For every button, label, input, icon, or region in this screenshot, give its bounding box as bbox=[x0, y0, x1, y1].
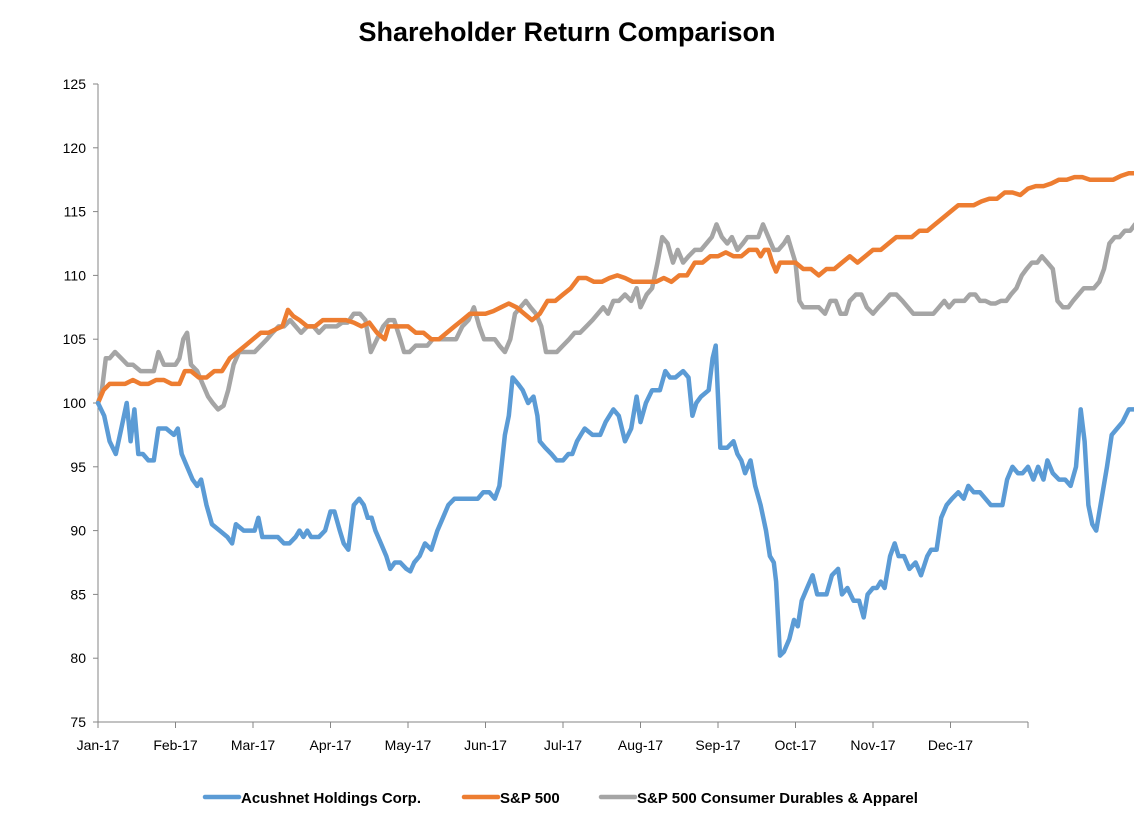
legend-label: S&P 500 Consumer Durables & Apparel bbox=[637, 790, 918, 807]
x-tick-label: May-17 bbox=[385, 737, 432, 753]
y-tick-label: 85 bbox=[70, 586, 86, 602]
plot-area bbox=[95, 171, 1134, 658]
series-line-s-p-500 bbox=[95, 171, 1134, 406]
chart-title: Shareholder Return Comparison bbox=[358, 17, 775, 47]
y-tick-label: 75 bbox=[70, 714, 86, 730]
x-tick-label: Aug-17 bbox=[618, 737, 663, 753]
series-line-acushnet-holdings-corp bbox=[95, 343, 1134, 658]
y-tick-label: 80 bbox=[70, 650, 86, 666]
x-tick-label: Feb-17 bbox=[153, 737, 198, 753]
x-tick-label: Nov-17 bbox=[850, 737, 895, 753]
legend-label: S&P 500 bbox=[500, 790, 560, 807]
y-tick-label: 100 bbox=[63, 395, 87, 411]
series-line-s-p-500-consumer-durables-apparel bbox=[95, 222, 1134, 412]
legend: Acushnet Holdings Corp. S&P 500 S&P 500 Co… bbox=[202, 790, 918, 807]
y-tick-label: 95 bbox=[70, 459, 86, 475]
x-tick-label: Mar-17 bbox=[231, 737, 276, 753]
y-tick-label: 120 bbox=[63, 140, 87, 156]
x-axis: Jan-17 Feb-17 Mar-17 Apr-17 May-17 Jun-17 Jul-… bbox=[77, 721, 1029, 753]
y-tick-label: 90 bbox=[70, 523, 86, 539]
y-axis: 75 80 85 90 95 100 105 110 115 120 125 bbox=[63, 76, 99, 730]
y-tick-label: 115 bbox=[64, 204, 87, 220]
x-tick-label: Jul-17 bbox=[544, 737, 582, 753]
x-tick-label: Jan-17 bbox=[77, 737, 120, 753]
y-tick-label: 105 bbox=[63, 331, 87, 347]
legend-label: Acushnet Holdings Corp. bbox=[241, 790, 421, 807]
x-tick-label: Apr-17 bbox=[309, 737, 351, 753]
x-tick-label: Dec-17 bbox=[928, 737, 973, 753]
y-tick-label: 110 bbox=[64, 267, 87, 283]
x-tick-label: Jun-17 bbox=[464, 737, 507, 753]
x-tick-label: Oct-17 bbox=[774, 737, 816, 753]
x-tick-label: Sep-17 bbox=[695, 737, 740, 753]
y-tick-label: 125 bbox=[63, 76, 87, 92]
